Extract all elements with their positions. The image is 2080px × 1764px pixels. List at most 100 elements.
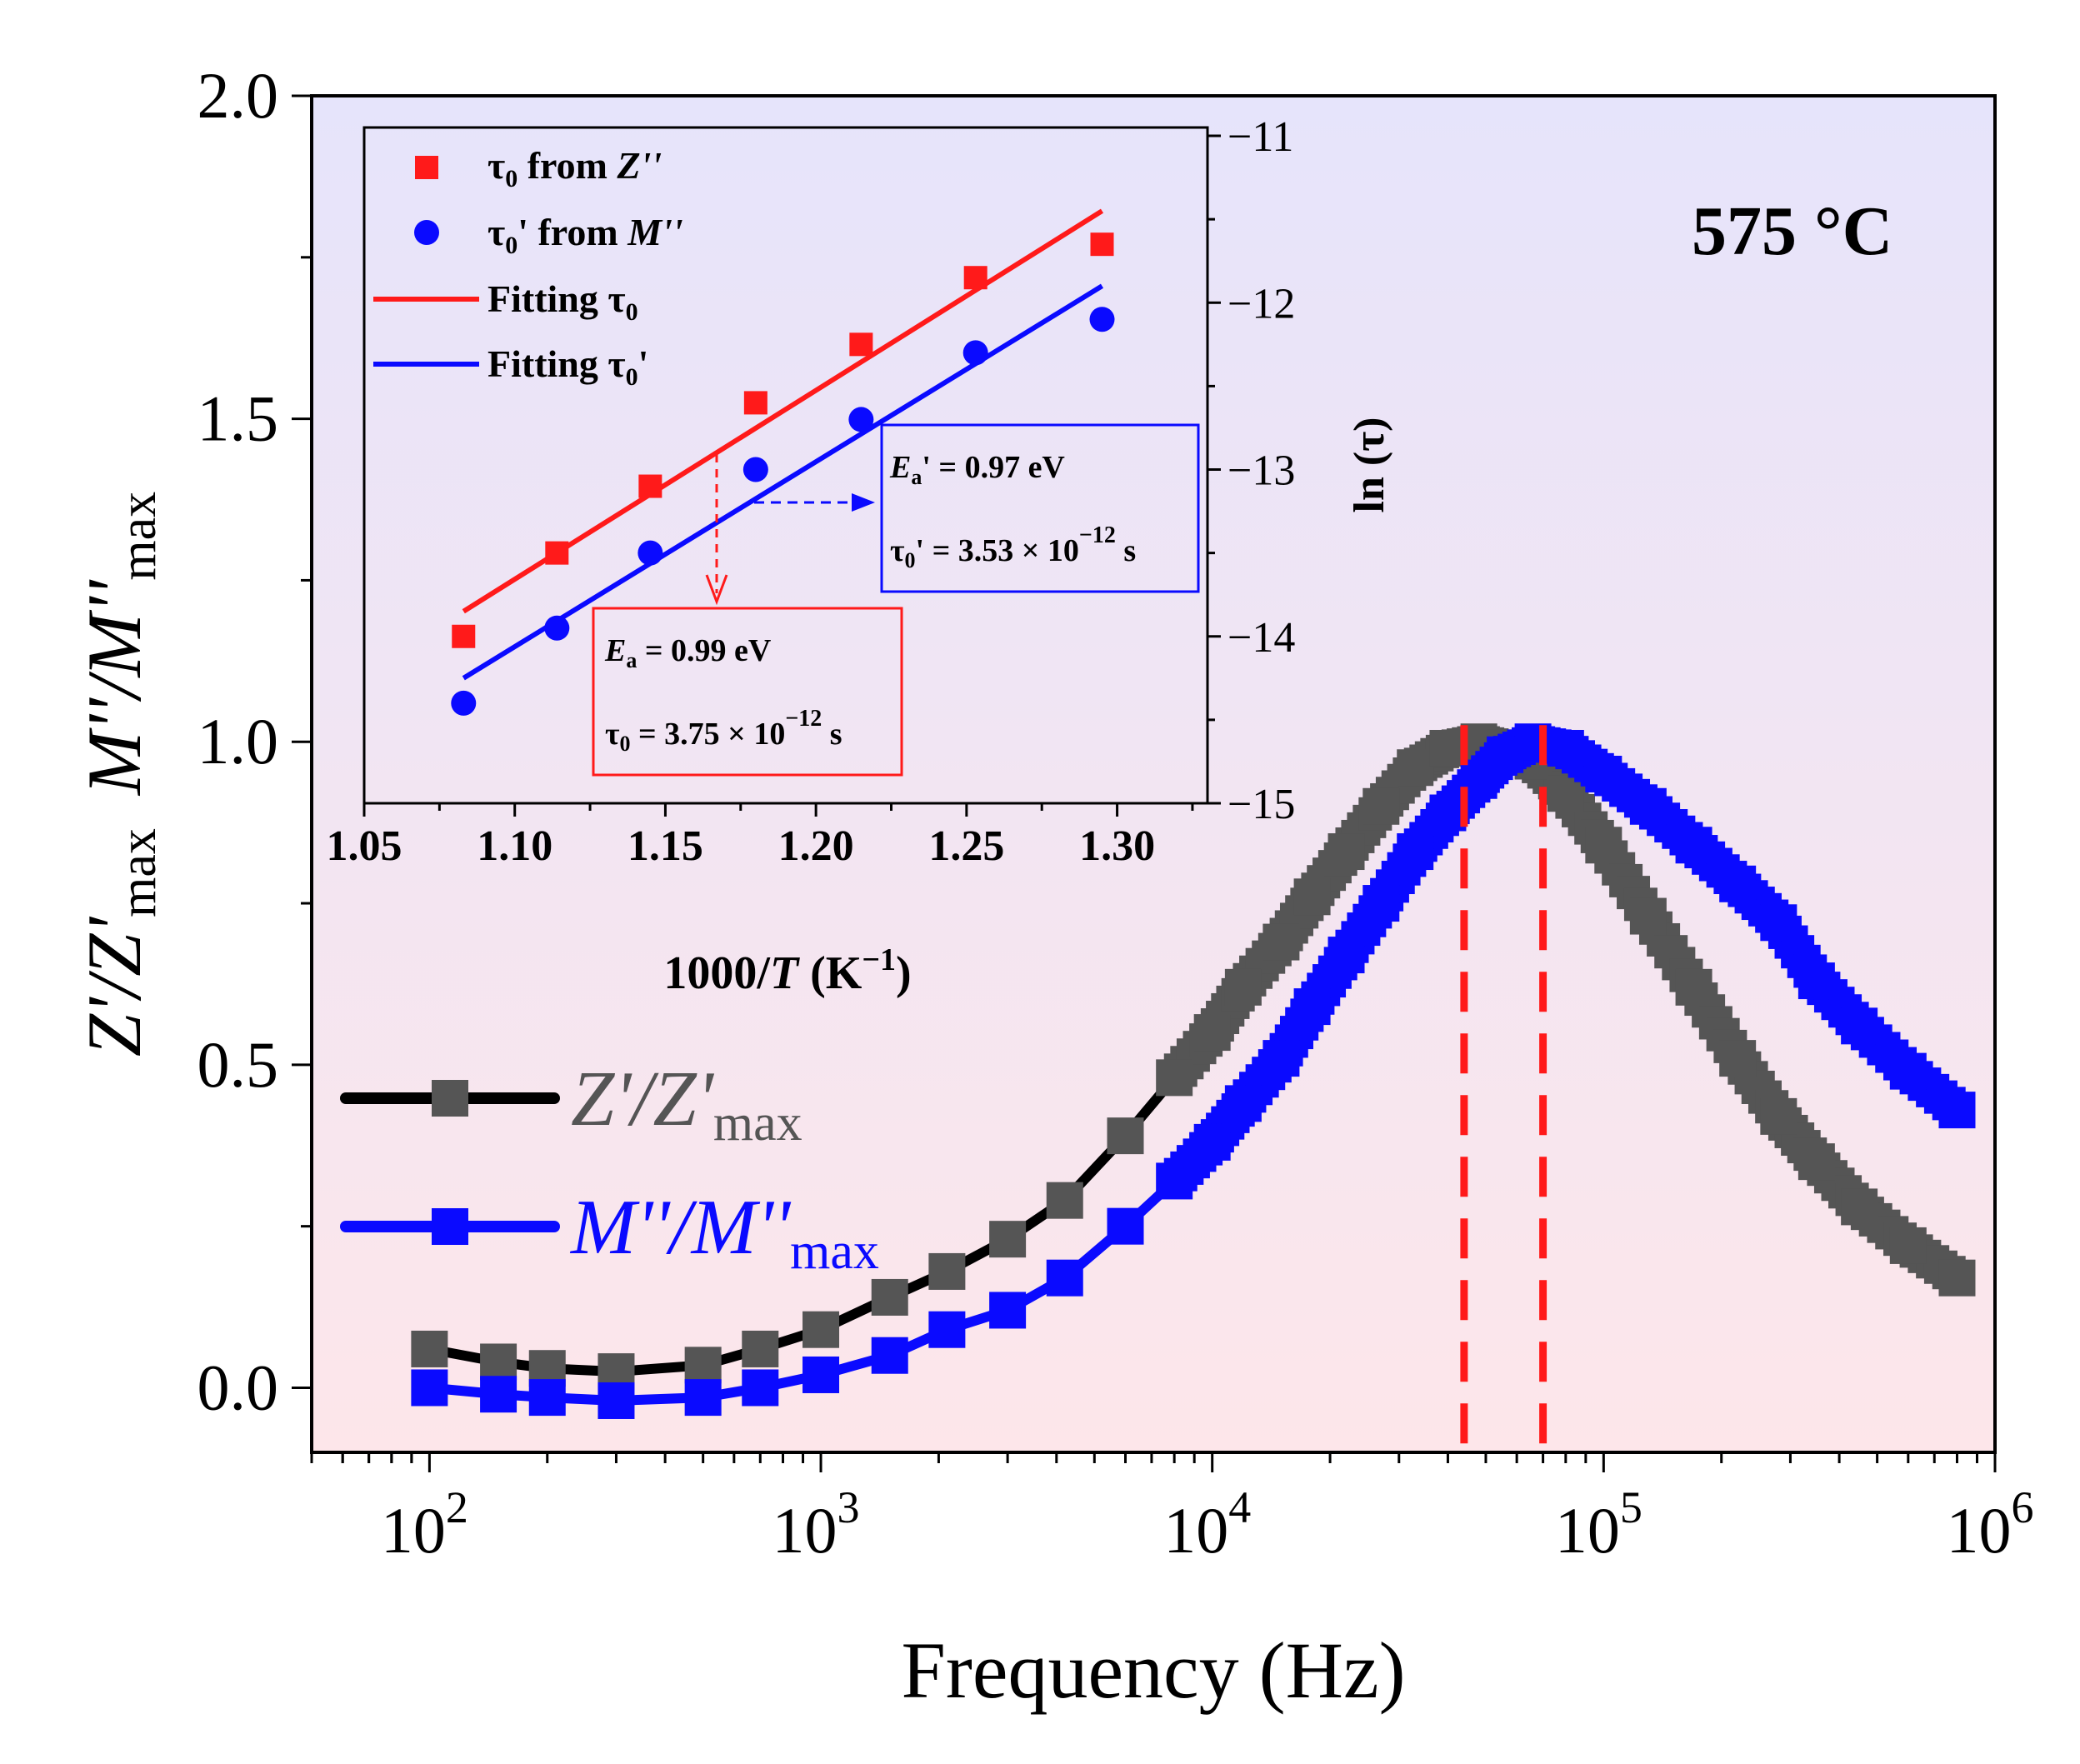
legend-m-label: M''/M''max xyxy=(569,1184,879,1280)
inset-y-tick-labels: −11 −12 −13 −14 −15 xyxy=(1228,113,1295,828)
data-marker xyxy=(411,1369,448,1407)
data-marker xyxy=(742,1369,779,1407)
data-marker xyxy=(1547,729,1584,767)
inset-plot-area xyxy=(362,126,1209,805)
blue-arrow-head xyxy=(852,493,875,512)
data-marker xyxy=(928,1252,966,1290)
data-marker xyxy=(1760,904,1798,942)
data-marker xyxy=(1397,833,1434,871)
red-annotation-box xyxy=(592,607,903,777)
data-marker xyxy=(684,1379,722,1417)
inset-circle-point xyxy=(451,690,477,716)
inset-circle-point xyxy=(742,457,768,482)
data-marker xyxy=(1719,865,1757,902)
inset-fit-line xyxy=(462,283,1104,681)
inset-legend-label-1: τ0 from Z'' xyxy=(488,144,662,192)
inset-circle-point xyxy=(848,407,874,432)
data-marker xyxy=(1224,968,1262,1006)
inset-x-tick-label: 1.30 xyxy=(1079,822,1155,870)
inset-legend: τ0 from Z'' τ0' from M'' Fitting τ0 Fitt… xyxy=(373,144,683,391)
data-marker xyxy=(1629,897,1667,935)
inset-square-point xyxy=(743,391,768,415)
inset-square-point xyxy=(963,266,988,290)
x-tick-label: 106 xyxy=(1947,1482,2034,1567)
red-annotation-ea: Ea = 0.99 eV xyxy=(604,633,772,672)
y-tick-label: 1.5 xyxy=(198,382,279,455)
data-marker xyxy=(1193,1123,1231,1161)
inset-x-tick-labels: 1.05 1.10 1.15 1.20 1.25 1.30 xyxy=(327,822,1156,870)
inset-y-tick-label: −14 xyxy=(1228,614,1295,662)
inset-series-z xyxy=(452,208,1114,648)
inset-y-tick-label: −12 xyxy=(1228,280,1295,327)
ylabel-z-sub: max xyxy=(110,828,167,917)
data-marker xyxy=(1841,1007,1878,1045)
inset-y-tick-label: −11 xyxy=(1228,113,1293,161)
x-tick-label: 105 xyxy=(1555,1482,1642,1567)
data-marker xyxy=(1362,885,1400,922)
data-marker xyxy=(1293,988,1331,1026)
inset-y-tick-label: −13 xyxy=(1228,447,1295,495)
main-legend: Z'/Z'max M''/M''max xyxy=(340,1056,879,1280)
data-marker xyxy=(1193,1014,1231,1052)
data-marker xyxy=(598,1382,635,1419)
inset-circle-point xyxy=(962,340,988,366)
data-marker xyxy=(1585,827,1622,864)
data-marker xyxy=(989,1221,1027,1258)
red-arrow-head xyxy=(705,574,728,606)
data-marker xyxy=(1629,787,1667,825)
inset-square-point xyxy=(545,541,569,565)
data-marker xyxy=(684,1347,722,1384)
data-marker xyxy=(1429,729,1467,767)
inset-circle-point xyxy=(638,540,663,566)
inset-legend-label-4: Fitting τ0' xyxy=(488,342,648,391)
inset-x-axis-label: 1000/T (K−1) xyxy=(663,942,911,999)
ylabel-m-base: M''/M'' xyxy=(72,579,157,797)
legend-m-marker xyxy=(432,1208,468,1245)
inset-series-m xyxy=(451,283,1115,716)
inset-y-tick-label: −15 xyxy=(1228,781,1295,828)
data-marker xyxy=(1938,1092,1976,1129)
x-tick-label: 104 xyxy=(1163,1482,1251,1567)
inset-x-tick-label: 1.25 xyxy=(928,822,1004,870)
data-marker xyxy=(1362,787,1400,825)
inset-square-point xyxy=(638,474,662,498)
y-tick-label: 2.0 xyxy=(198,59,279,132)
main-y-axis-label: Z'/Z'maxM''/M''max xyxy=(72,492,167,1057)
data-marker xyxy=(1224,1085,1262,1122)
data-marker xyxy=(1262,1040,1300,1077)
blue-annotation-box xyxy=(880,423,1200,593)
inset-chart: 1.05 1.10 1.15 1.20 1.25 1.30 −11 −12 −13 −14 −15… xyxy=(327,113,1394,999)
inset-series xyxy=(451,208,1115,716)
data-marker xyxy=(928,1311,966,1348)
legend-z-label: Z'/Z'max xyxy=(571,1056,802,1152)
series-m xyxy=(411,723,1976,1419)
data-marker xyxy=(1328,833,1365,871)
y-tick-label: 1.0 xyxy=(198,705,279,777)
data-marker xyxy=(871,1278,908,1316)
data-marker xyxy=(1328,937,1365,974)
blue-annotation-tau: τ0' = 3.53 × 10−12 s xyxy=(890,522,1136,572)
data-marker xyxy=(1938,1259,1976,1297)
inset-legend-label-2: τ0' from M'' xyxy=(488,211,683,259)
data-marker xyxy=(802,1311,840,1348)
data-marker xyxy=(1798,1143,1835,1181)
data-marker xyxy=(1798,962,1835,1000)
data-marker xyxy=(1585,756,1622,792)
data-marker xyxy=(742,1330,779,1367)
data-marker xyxy=(1107,1117,1144,1155)
inset-fit-line xyxy=(462,208,1104,614)
x-tick-label: 102 xyxy=(381,1482,468,1567)
y-tick-label: 0.5 xyxy=(198,1028,279,1101)
main-y-tick-labels: 0.0 0.5 1.0 1.5 2.0 xyxy=(198,59,279,1423)
inset-x-tick-label: 1.20 xyxy=(778,822,854,870)
data-marker xyxy=(1107,1207,1144,1245)
data-marker xyxy=(480,1376,518,1413)
ylabel-m-sub: max xyxy=(110,492,167,581)
main-series xyxy=(411,723,1976,1419)
inset-square-point xyxy=(1090,232,1114,257)
data-marker xyxy=(1156,1162,1193,1200)
inset-legend-circle xyxy=(414,220,439,245)
main-x-tick-labels: 102 103 104 105 106 xyxy=(381,1482,2034,1567)
red-annotation-tau: τ0 = 3.75 × 10−12 s xyxy=(605,706,842,756)
